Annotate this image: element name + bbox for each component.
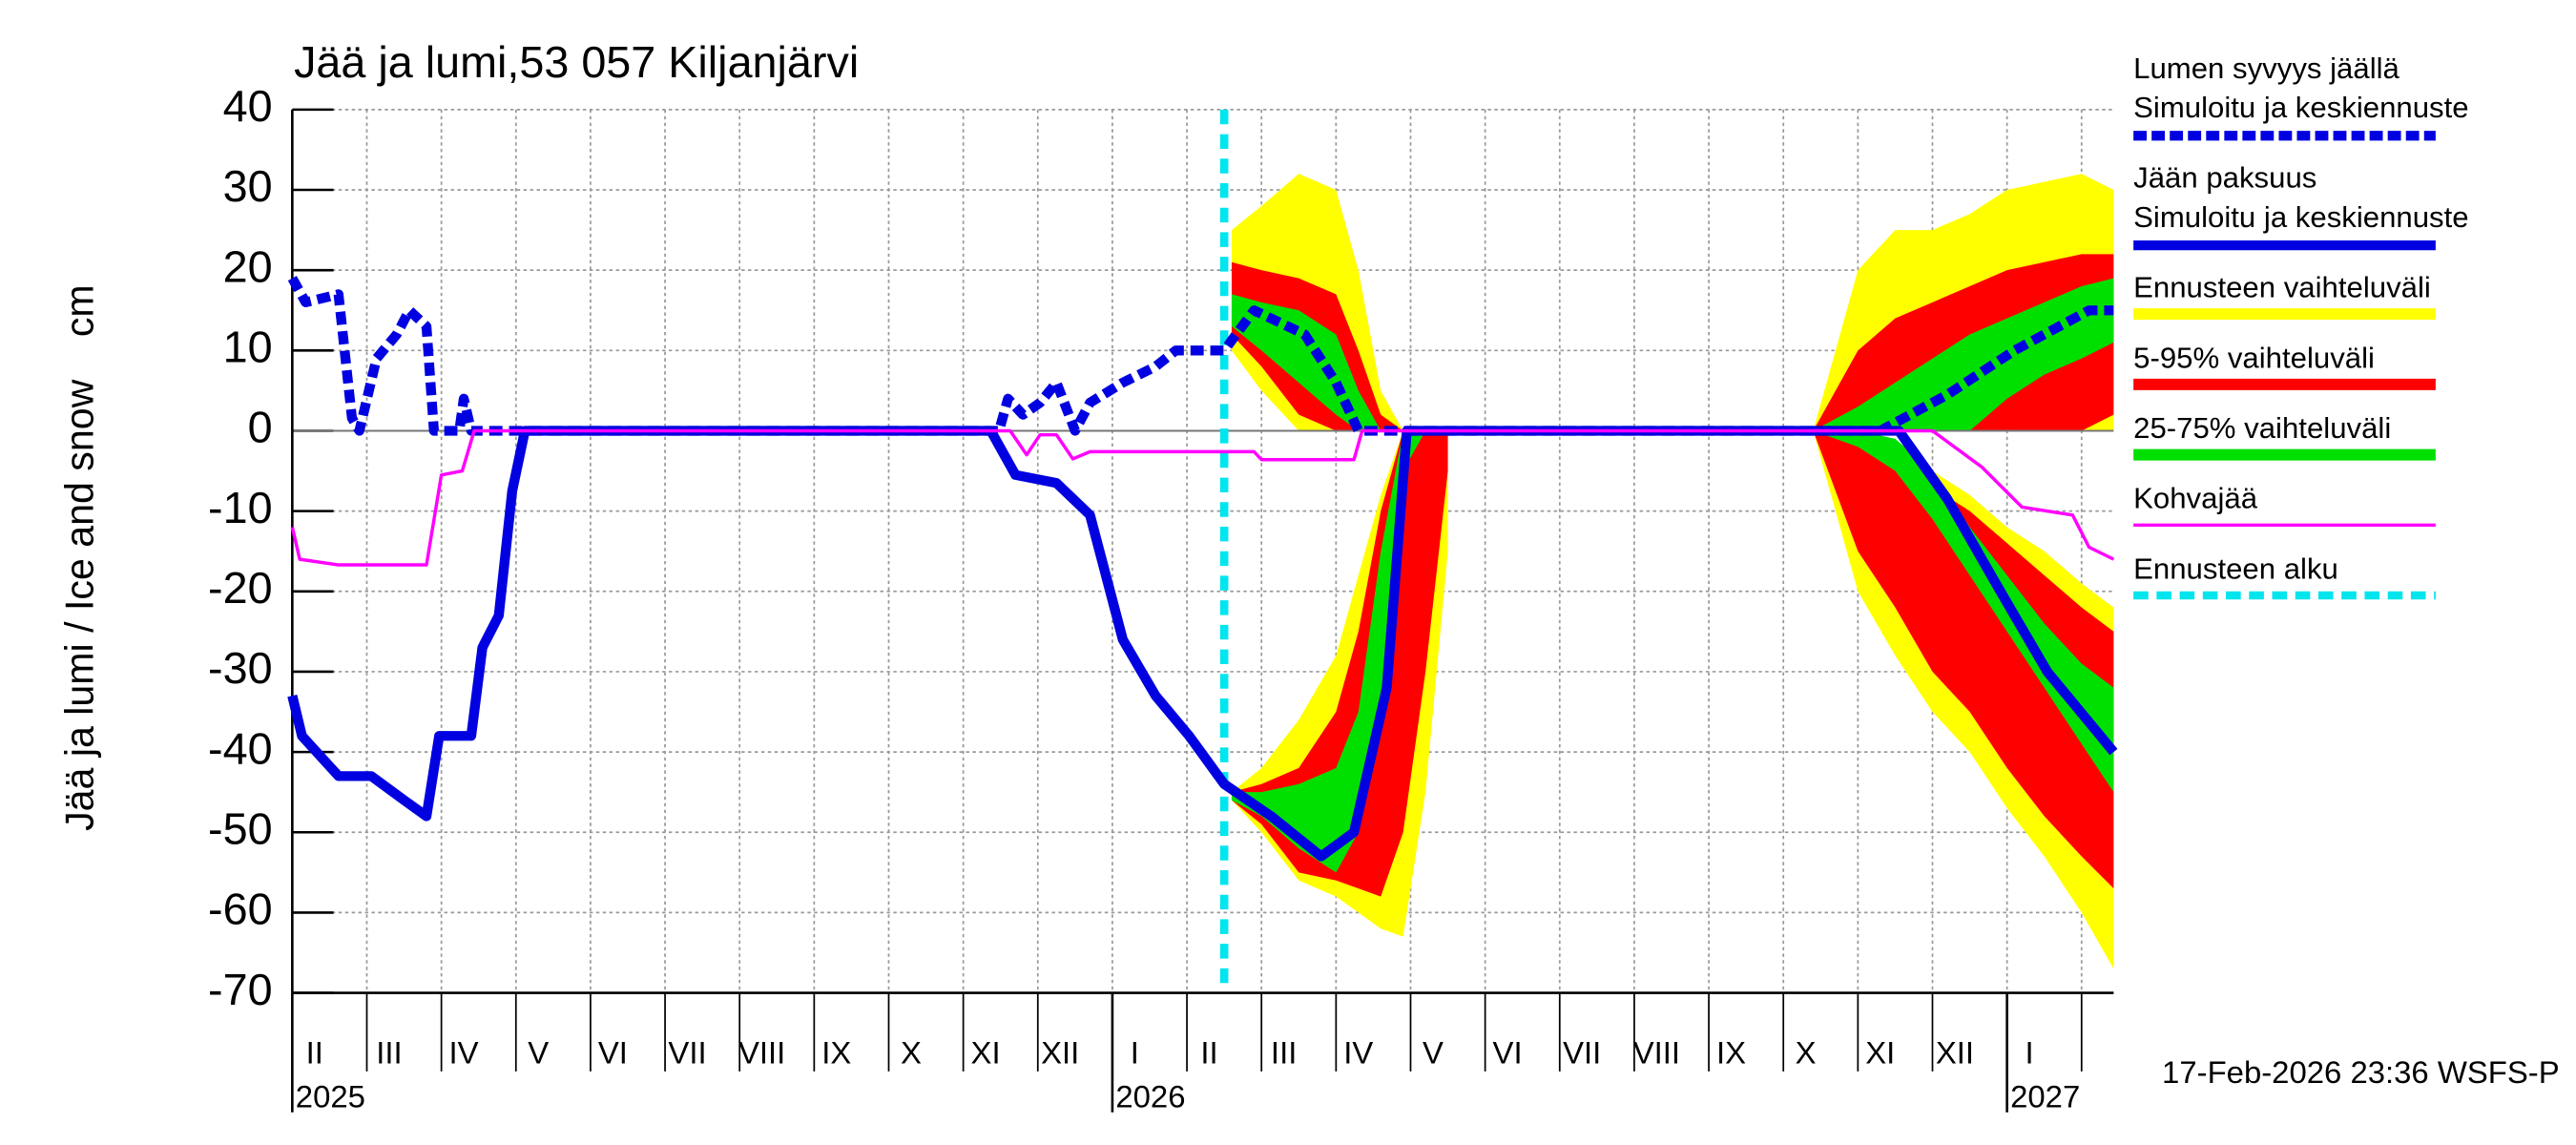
legend-label: 5-95% vaihteluväli	[2133, 341, 2375, 374]
x-tick-label: IX	[1716, 1034, 1746, 1070]
x-tick-label: V	[1423, 1034, 1444, 1070]
x-tick-label: VIII	[738, 1034, 785, 1070]
legend-label: Simuloitu ja keskiennuste	[2133, 200, 2468, 234]
x-tick-label: III	[1271, 1034, 1297, 1070]
y-tick-label: 10	[223, 323, 273, 372]
y-tick-label: 0	[248, 403, 273, 452]
chart-title: Jää ja lumi,53 057 Kiljanjärvi	[294, 37, 859, 87]
x-tick-label: XI	[971, 1034, 1001, 1070]
band-area	[1231, 430, 2114, 873]
x-tick-label: X	[1796, 1034, 1817, 1070]
year-label: 2025	[296, 1079, 365, 1114]
legend-label: 25-75% vaihteluväli	[2133, 411, 2391, 445]
x-tick-label: IV	[449, 1034, 479, 1070]
x-tick-label: XII	[1936, 1034, 1974, 1070]
y-tick-label: -20	[208, 563, 273, 613]
series-line	[287, 276, 2114, 436]
legend-label: Ennusteen vaihteluväli	[2133, 271, 2431, 304]
footer: 17-Feb-2026 23:36 WSFS-P	[2162, 1054, 2560, 1090]
y-tick-label: -60	[208, 885, 273, 934]
x-tick-label: XI	[1865, 1034, 1895, 1070]
x-tick-label: II	[1200, 1034, 1217, 1070]
x-tick-label: I	[1131, 1034, 1139, 1070]
y-tick-label: -40	[208, 724, 273, 774]
y-tick-label: -30	[208, 643, 273, 693]
legend-label: Simuloitu ja keskiennuste	[2133, 91, 2468, 124]
legend-label: Ennusteen alku	[2133, 552, 2338, 586]
x-tick-label: IV	[1343, 1034, 1373, 1070]
y-tick-label: -50	[208, 804, 273, 854]
band-area	[1231, 430, 2114, 897]
series-line	[290, 428, 2115, 567]
y-axis-label: Jää ja lumi / Ice and snow	[57, 380, 101, 831]
legend-label: Lumen syvyys jäällä	[2133, 52, 2399, 85]
year-label: 2027	[2010, 1079, 2080, 1114]
band-area	[1231, 278, 2114, 431]
legend-label: Kohvajää	[2133, 482, 2258, 515]
x-tick-label: IX	[821, 1034, 851, 1070]
x-tick-label: VIII	[1633, 1034, 1680, 1070]
y-tick-label: 30	[223, 161, 273, 211]
x-tick-label: VI	[598, 1034, 628, 1070]
x-tick-label: III	[376, 1034, 402, 1070]
legend-label: Jään paksuus	[2133, 161, 2316, 195]
x-tick-label: VII	[668, 1034, 706, 1070]
y-tick-label: -70	[208, 965, 273, 1014]
y-tick-label: -10	[208, 483, 273, 532]
y-tick-label: 40	[223, 81, 273, 131]
x-tick-label: VII	[1563, 1034, 1601, 1070]
y-tick-label: 20	[223, 242, 273, 292]
x-tick-label: I	[2025, 1034, 2034, 1070]
y-axis-unit: cm	[57, 284, 101, 337]
x-tick-label: II	[306, 1034, 323, 1070]
x-tick-label: X	[901, 1034, 922, 1070]
year-label: 2026	[1115, 1079, 1185, 1114]
x-tick-label: XII	[1041, 1034, 1079, 1070]
x-tick-label: V	[528, 1034, 549, 1070]
x-tick-label: VI	[1493, 1034, 1523, 1070]
